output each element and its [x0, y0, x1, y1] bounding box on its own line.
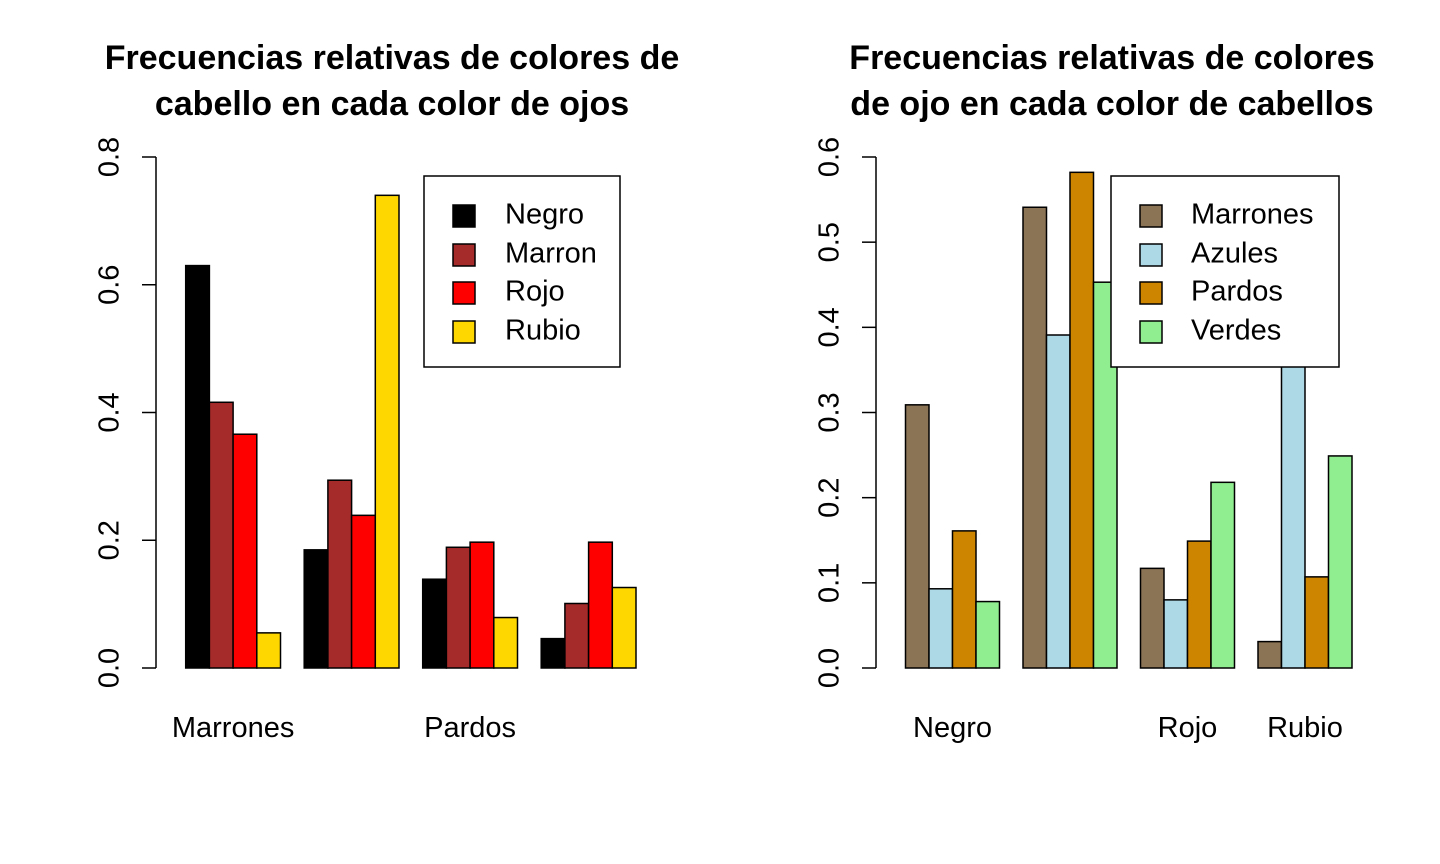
legend-swatch: [1139, 281, 1163, 305]
bar-verdes-2: [1092, 281, 1118, 669]
y-tick-label: 0.5: [814, 222, 846, 262]
bar-rojo-4: [587, 541, 614, 669]
bar-negro-2: [303, 549, 329, 669]
bar-marrones-1: [904, 404, 930, 669]
chart-panel-hair-color: Frecuencias relativas de colores de ojo e…: [814, 39, 1375, 744]
legend-label: Marron: [505, 238, 597, 270]
x-category-label: Rojo: [1158, 712, 1218, 744]
bar-rubio-3: [493, 616, 519, 669]
chart-title-line-1: Frecuencias relativas de colores: [849, 39, 1374, 77]
legend-label: Rubio: [505, 315, 581, 347]
bar-negro-4: [540, 637, 566, 669]
bar-pardos-4: [1304, 576, 1330, 669]
legend-swatch: [452, 204, 476, 228]
y-tick-label: 0.8: [94, 137, 126, 177]
bar-marrones-3: [1139, 567, 1165, 669]
legend-swatch: [452, 281, 476, 305]
chart-title-line-2: de ojo en cada color de cabellos: [850, 85, 1373, 123]
bar-verdes-1: [975, 600, 1001, 669]
legend: Negro Marron Rojo Rubio: [423, 175, 621, 368]
y-tick-label: 0.4: [94, 392, 126, 432]
y-tick-label: 0.4: [814, 307, 846, 347]
bar-negro-1: [184, 264, 211, 669]
bar-marron-2: [327, 479, 353, 669]
legend-label: Pardos: [1191, 276, 1283, 308]
y-tick-label: 0.0: [94, 648, 126, 688]
legend-swatch: [1139, 320, 1163, 344]
x-category-label: Rubio: [1267, 712, 1343, 744]
bar-rojo-3: [469, 541, 495, 669]
legend-label: Negro: [505, 199, 584, 231]
bar-marron-1: [208, 401, 234, 669]
bar-negro-3: [421, 578, 448, 669]
bar-pardos-1: [951, 530, 977, 669]
x-category-label: Negro: [913, 712, 992, 744]
chart-title-line-1: Frecuencias relativas de colores de: [105, 39, 680, 77]
legend-label: Rojo: [505, 276, 565, 308]
y-tick-label: 0.1: [814, 563, 846, 603]
bar-azules-1: [928, 588, 954, 669]
bar-rubio-1: [256, 632, 282, 669]
x-category-label: Marrones: [172, 712, 295, 744]
chart-panel-eye-color: Frecuencias relativas de colores de cabel…: [94, 39, 680, 744]
bar-rubio-2: [374, 194, 400, 669]
bar-pardos-2: [1069, 171, 1095, 669]
bar-marron-3: [445, 546, 471, 669]
legend-label: Marrones: [1191, 199, 1314, 231]
bar-azules-2: [1045, 334, 1071, 669]
bar-rubio-4: [611, 586, 637, 669]
bar-verdes-3: [1210, 481, 1236, 669]
y-tick-label: 0.2: [814, 478, 846, 518]
y-tick-label: 0.0: [814, 648, 846, 688]
legend-swatch: [1139, 204, 1163, 228]
legend-swatch: [452, 243, 476, 267]
y-tick-label: 0.6: [814, 137, 846, 177]
y-tick-label: 0.6: [94, 265, 126, 305]
legend-swatch: [452, 320, 476, 344]
bar-azules-3: [1163, 599, 1189, 669]
y-tick-label: 0.3: [814, 392, 846, 432]
bar-rojo-1: [232, 433, 258, 669]
bar-marrones-2: [1022, 206, 1048, 669]
bar-marrones-4: [1257, 640, 1283, 669]
legend-swatch: [1139, 243, 1163, 267]
bar-marron-4: [564, 602, 590, 669]
bar-pardos-3: [1186, 540, 1212, 669]
legend-label: Verdes: [1191, 315, 1281, 347]
x-category-label: Pardos: [424, 712, 516, 744]
bar-verdes-4: [1327, 455, 1353, 669]
bar-rojo-2: [350, 514, 377, 669]
legend: Marrones Azules Pardos Verdes: [1110, 175, 1340, 368]
chart-title-line-2: cabello en cada color de ojos: [155, 85, 629, 123]
y-tick-label: 0.2: [94, 520, 126, 560]
legend-label: Azules: [1191, 238, 1278, 270]
